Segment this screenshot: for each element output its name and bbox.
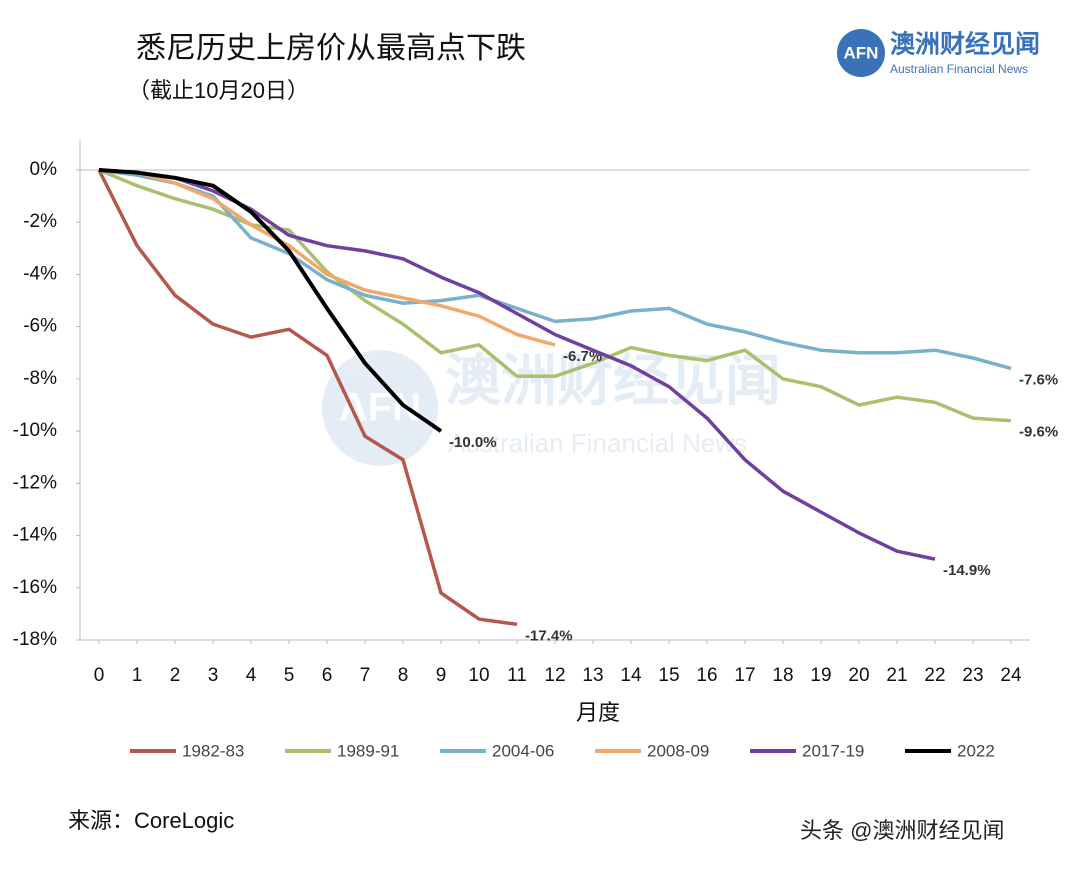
watermark-english: Australian Financial News (448, 428, 747, 458)
logo-name: 澳洲财经见闻 (890, 30, 1040, 59)
series-line (98, 168, 443, 433)
end-label: -7.6% (1019, 371, 1058, 388)
y-tick-label: -10% (13, 420, 57, 441)
center-watermark: AFN 澳洲财经见闻 Australian Financial News (322, 349, 781, 466)
y-tick-label: -16% (13, 577, 57, 598)
end-label: -10.0% (449, 434, 497, 451)
end-label: -14.9% (943, 562, 991, 579)
legend-label: 2022 (957, 741, 995, 760)
x-tick-label: 5 (284, 665, 295, 686)
y-tick-label: -8% (23, 368, 57, 389)
x-tick-label: 11 (507, 665, 527, 686)
legend-label: 2004-06 (492, 741, 554, 760)
x-tick-label: 18 (772, 665, 793, 686)
x-tick-label: 22 (924, 665, 945, 686)
x-tick-label: 14 (620, 665, 642, 686)
legend-label: 2017-19 (802, 741, 864, 760)
chart-subtitle: （截止10月20日） (128, 78, 309, 103)
watermark-circle (322, 350, 438, 466)
end-label: -9.6% (1019, 424, 1058, 441)
x-tick-label: 13 (582, 665, 603, 686)
y-tick-label: -12% (13, 472, 57, 493)
y-tick-label: 0% (30, 159, 58, 180)
logo-circle (837, 29, 885, 77)
x-tick-label: 4 (246, 665, 257, 686)
legend-label: 1989-91 (337, 741, 399, 760)
end-label: -6.7% (563, 348, 602, 365)
x-axis-label: 月度 (576, 700, 620, 725)
y-tick-label: -4% (23, 263, 57, 284)
x-tick-label: 16 (696, 665, 717, 686)
x-tick-label: 21 (886, 665, 907, 686)
series-line (97, 169, 518, 627)
y-tick-label: -6% (23, 316, 57, 337)
x-tick-label: 24 (1000, 665, 1022, 686)
chart-title: 悉尼历史上房价从最高点下跌 (136, 32, 526, 65)
watermark: 头条 @澳洲财经见闻 (800, 818, 1004, 843)
end-label: -17.4% (525, 627, 573, 644)
y-tick-label: -18% (13, 629, 57, 650)
y-tick-label: -14% (13, 525, 57, 546)
x-tick-label: 12 (544, 665, 565, 686)
x-tick-label: 2 (170, 665, 181, 686)
x-tick-label: 0 (94, 665, 105, 686)
source: 来源：CoreLogic (68, 808, 234, 833)
series-line (98, 168, 556, 347)
x-tick-label: 6 (322, 665, 333, 686)
logo-english: Australian Financial News (890, 62, 1028, 76)
x-tick-label: 1 (132, 665, 143, 686)
legend-label: 2008-09 (647, 741, 709, 760)
x-tick-label: 9 (436, 665, 447, 686)
x-tick-label: 19 (810, 665, 831, 686)
x-tick-label: 23 (962, 665, 983, 686)
x-tick-label: 10 (468, 665, 489, 686)
x-tick-label: 7 (360, 665, 371, 686)
x-tick-label: 15 (658, 665, 679, 686)
y-tick-label: -2% (23, 211, 57, 232)
x-tick-label: 3 (208, 665, 219, 686)
x-tick-label: 17 (734, 665, 755, 686)
x-tick-label: 20 (848, 665, 869, 686)
logo-mark: AFN (844, 43, 879, 62)
x-tick-label: 8 (398, 665, 409, 686)
series-line (98, 168, 1012, 371)
legend-label: 1982-83 (182, 741, 244, 760)
